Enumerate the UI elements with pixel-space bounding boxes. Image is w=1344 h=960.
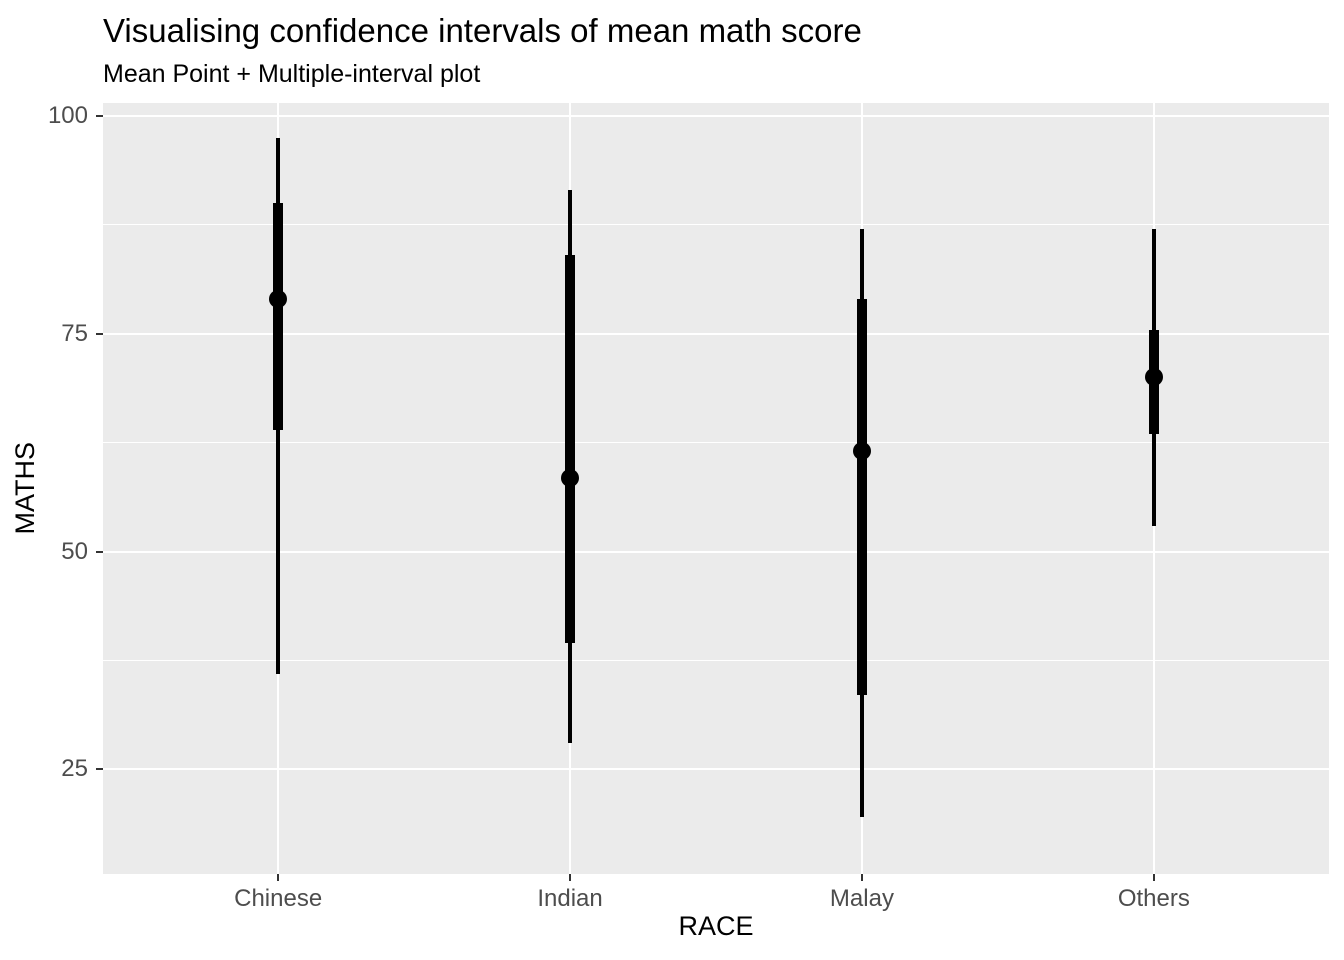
x-axis-title: RACE <box>678 911 754 941</box>
mean-point-indian <box>561 468 580 487</box>
y-axis-title: MATHS <box>10 103 41 874</box>
x-tick-mark-indian <box>569 874 572 881</box>
plot-panel <box>103 103 1329 874</box>
mean-point-malay <box>852 442 871 461</box>
gridline-major-y-75 <box>103 332 1329 335</box>
interval-thick-indian <box>565 255 576 644</box>
y-tick-mark-100 <box>96 115 103 118</box>
x-tick-label-chinese: Chinese <box>234 885 323 912</box>
x-tick-label-malay: Malay <box>829 885 894 912</box>
y-tick-label-50: 50 <box>61 537 88 565</box>
y-tick-mark-50 <box>96 550 103 553</box>
y-axis-title-text: MATHS <box>10 442 40 535</box>
interval-thick-chinese <box>273 203 284 430</box>
y-tick-label-100: 100 <box>47 102 88 130</box>
gridline-minor-y-62.5 <box>103 442 1329 444</box>
y-tick-mark-25 <box>96 768 103 771</box>
y-tick-mark-75 <box>96 332 103 335</box>
y-tick-label-75: 75 <box>61 319 88 347</box>
x-tick-mark-chinese <box>277 874 280 881</box>
plot-title: Visualising confidence intervals of mean… <box>103 12 862 49</box>
gridline-minor-y-87.5 <box>103 224 1329 226</box>
gridline-major-y-25 <box>103 768 1329 771</box>
gridline-major-y-100 <box>103 115 1329 118</box>
y-tick-label-25: 25 <box>61 755 88 783</box>
x-tick-mark-others <box>1152 874 1155 881</box>
gridline-major-y-50 <box>103 550 1329 553</box>
x-tick-label-others: Others <box>1117 885 1190 912</box>
plot-subtitle: Mean Point + Multiple-interval plot <box>103 60 481 88</box>
x-tick-label-indian: Indian <box>537 885 603 912</box>
interval-thick-malay <box>856 299 867 696</box>
mean-point-others <box>1144 368 1163 387</box>
gridline-minor-y-37.5 <box>103 660 1329 662</box>
x-tick-mark-malay <box>860 874 863 881</box>
mean-point-chinese <box>269 290 288 309</box>
